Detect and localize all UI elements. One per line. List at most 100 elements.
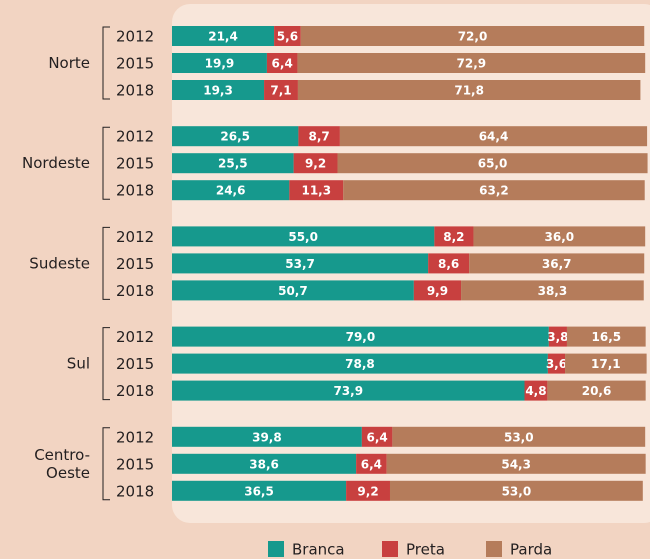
value-label: 9,2 [305, 157, 326, 171]
bar-segment [361, 426, 393, 447]
bar-segment [389, 480, 643, 501]
value-label: 6,4 [361, 457, 382, 471]
bar-segment [524, 380, 548, 401]
value-label: 3,8 [547, 330, 568, 344]
value-label: 16,5 [592, 330, 622, 344]
value-label: 9,2 [357, 484, 378, 498]
value-label: 54,3 [501, 457, 531, 471]
group-label-line: Sul [67, 354, 90, 372]
bracket [102, 427, 110, 501]
y-tick-label: 2018 [116, 382, 154, 400]
group-label: Sul [67, 354, 90, 372]
bar-segment [392, 426, 646, 447]
bar-segment [172, 453, 357, 474]
legend-label: Preta [406, 541, 445, 559]
value-label: 9,9 [427, 284, 448, 298]
value-label: 53,0 [504, 430, 534, 444]
bar-segment [172, 153, 294, 174]
bar-segment [473, 226, 646, 247]
y-tick-label: 2012 [116, 28, 154, 46]
bar-segment [172, 126, 299, 147]
value-label: 55,0 [288, 230, 318, 244]
bar-segment [172, 226, 435, 247]
value-label: 8,2 [443, 230, 464, 244]
value-label: 39,8 [252, 430, 282, 444]
bar-segment [566, 326, 646, 347]
value-label: 8,7 [309, 130, 330, 144]
value-label: 63,2 [479, 184, 509, 198]
y-tick-label: 2015 [116, 455, 154, 473]
bar-segment [337, 153, 648, 174]
bar-segment [413, 280, 462, 301]
bar-segment [172, 380, 525, 401]
bar-segment [565, 353, 647, 374]
group-label-line: Nordeste [22, 154, 90, 172]
value-label: 6,4 [272, 57, 293, 71]
bar-segment [547, 380, 646, 401]
bar-segment [266, 53, 298, 73]
y-tick-label: 2012 [116, 128, 154, 146]
group-label: Nordeste [22, 154, 90, 172]
legend-label: Parda [510, 541, 552, 559]
value-label: 17,1 [591, 357, 621, 371]
bar-segment [172, 26, 275, 46]
bar-segment [172, 426, 362, 447]
value-label: 36,0 [545, 230, 575, 244]
y-tick-label: 2015 [116, 55, 154, 73]
bar-segment [172, 253, 429, 274]
value-label: 53,7 [285, 257, 315, 271]
bracket [102, 226, 110, 300]
bar-segment [172, 326, 549, 347]
value-label: 20,6 [582, 384, 612, 398]
bar-segment [264, 80, 298, 100]
value-label: 21,4 [208, 30, 238, 44]
bar-segment [461, 280, 644, 301]
bar-segment [274, 26, 301, 46]
y-tick-label: 2012 [116, 328, 154, 346]
bar-segment [548, 326, 567, 347]
bar-segment [297, 80, 641, 100]
value-label: 38,3 [538, 284, 568, 298]
value-label: 7,1 [270, 84, 291, 98]
value-label: 38,6 [249, 457, 279, 471]
bar-segment [172, 480, 347, 501]
value-label: 11,3 [301, 184, 331, 198]
value-label: 36,5 [244, 484, 274, 498]
bar-segment [298, 126, 340, 147]
y-tick-label: 2018 [116, 182, 154, 200]
bar-segment [339, 126, 648, 147]
value-label: 25,5 [218, 157, 248, 171]
value-label: 64,4 [479, 130, 509, 144]
value-label: 6,4 [366, 430, 387, 444]
bracket [102, 126, 110, 200]
group-label-line: Norte [48, 54, 90, 72]
value-label: 73,9 [333, 384, 363, 398]
group-label: Sudeste [29, 254, 90, 272]
value-label: 26,5 [220, 130, 250, 144]
bar-segment [289, 180, 344, 201]
bar-segment [346, 480, 390, 501]
value-label: 72,9 [457, 57, 487, 71]
y-tick-label: 2015 [116, 255, 154, 273]
group-label-line: Sudeste [29, 254, 90, 272]
y-tick-label: 2018 [116, 82, 154, 100]
value-label: 53,0 [502, 484, 532, 498]
group-label: Norte [48, 54, 90, 72]
value-label: 65,0 [478, 157, 508, 171]
bar-segment [386, 453, 646, 474]
bar-segment [172, 353, 548, 374]
value-label: 72,0 [458, 30, 488, 44]
bar-segment [172, 53, 267, 73]
value-label: 5,6 [277, 30, 298, 44]
bracket [102, 26, 110, 100]
legend-label: Branca [292, 541, 345, 559]
bar-segment [172, 80, 265, 100]
bar-segment [434, 226, 474, 247]
y-tick-label: 2012 [116, 428, 154, 446]
bar-segment [547, 353, 566, 374]
y-tick-label: 2015 [116, 355, 154, 373]
legend-swatch [268, 541, 284, 557]
bar-segment [293, 153, 338, 174]
